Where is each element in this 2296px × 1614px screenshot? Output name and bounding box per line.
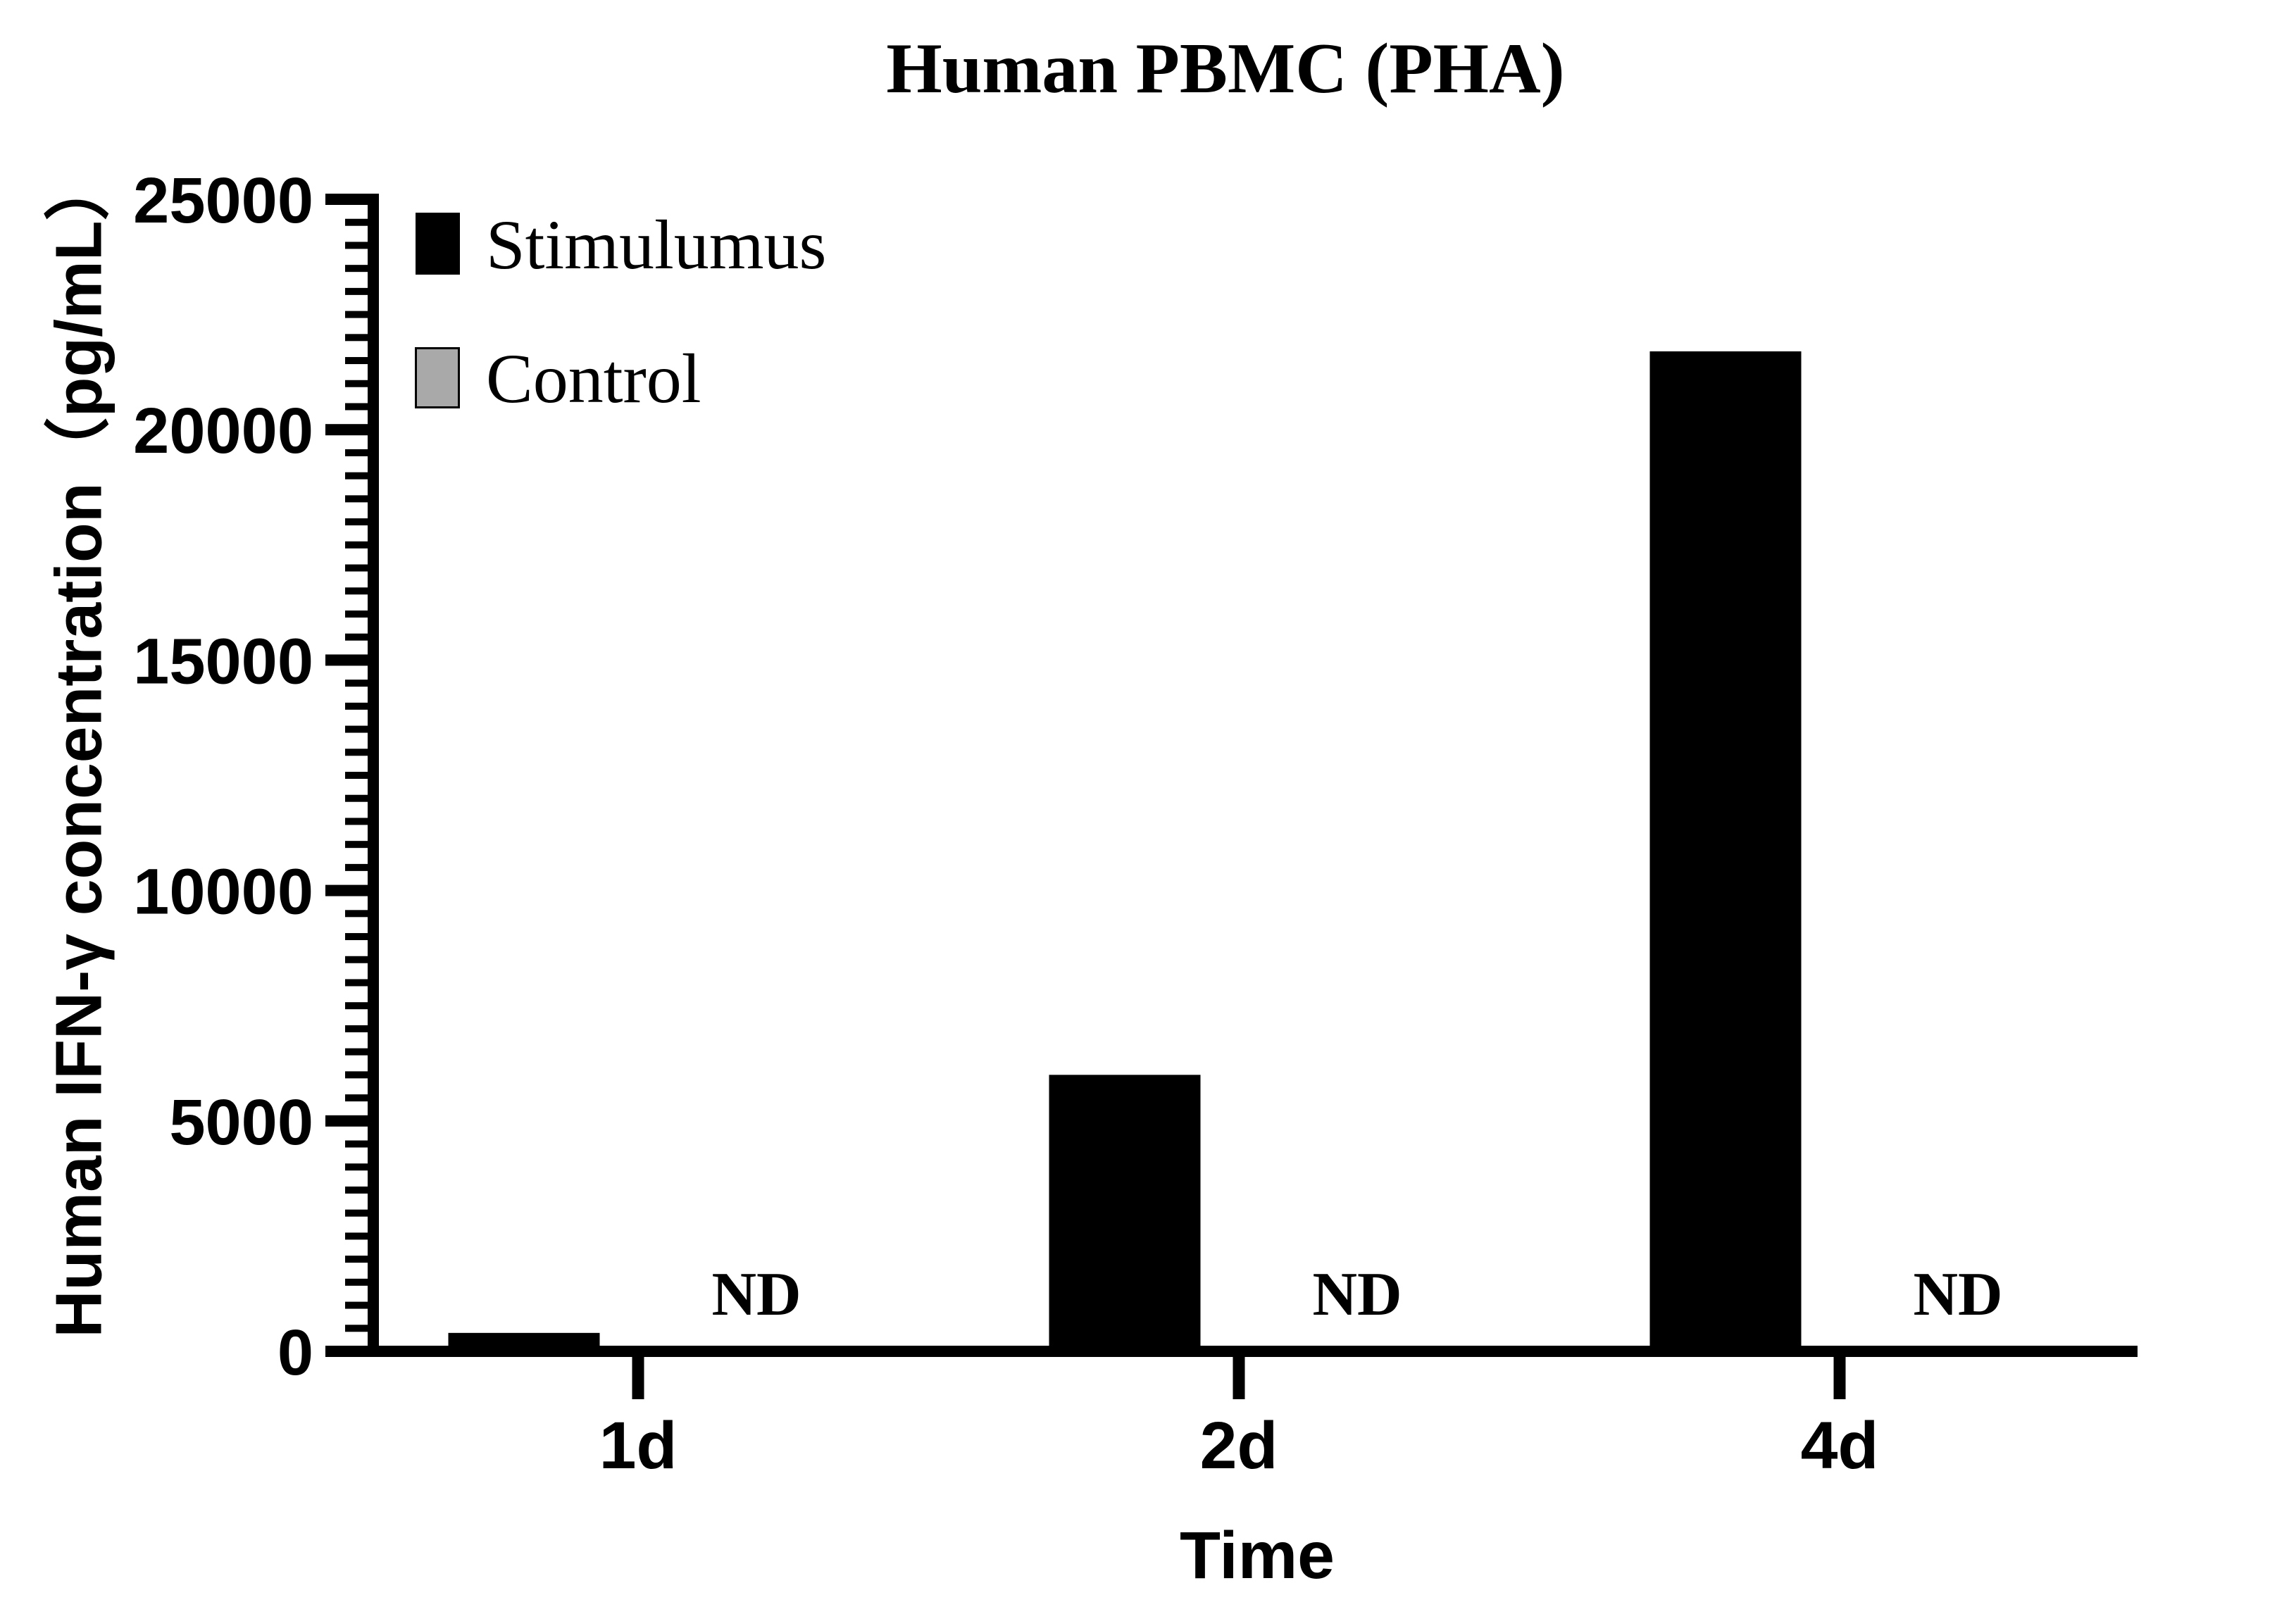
x-tick-label-2d: 2d [1200, 1408, 1278, 1483]
y-minor-tick [345, 495, 368, 503]
x-tick-label-4d: 4d [1801, 1408, 1879, 1483]
y-minor-tick [345, 1232, 368, 1240]
bar-stimulumus-1d [448, 1332, 600, 1351]
y-minor-tick [345, 1301, 368, 1309]
y-minor-tick [345, 1094, 368, 1102]
y-minor-tick [345, 956, 368, 963]
y-minor-tick [345, 841, 368, 849]
legend-label-stimulumus: Stimulumus [486, 206, 827, 284]
y-major-tick [325, 194, 368, 205]
y-major-tick [325, 884, 368, 896]
y-minor-tick [345, 680, 368, 687]
y-minor-tick [345, 1163, 368, 1171]
bar-stimulumus-2d [1049, 1075, 1201, 1351]
y-minor-tick [345, 1186, 368, 1194]
y-major-tick [325, 654, 368, 666]
y-tick-label: 20000 [133, 395, 313, 467]
x-axis-title: Time [1179, 1518, 1335, 1593]
y-tick-label: 10000 [133, 856, 313, 928]
y-major-tick [325, 424, 368, 436]
y-minor-tick [345, 449, 368, 456]
y-minor-tick [345, 979, 368, 987]
y-minor-tick [345, 725, 368, 733]
x-tick-2d [1233, 1356, 1245, 1399]
y-tick-label: 5000 [169, 1087, 313, 1158]
y-tick-label: 15000 [133, 625, 313, 697]
y-minor-tick [345, 357, 368, 365]
x-tick-label-1d: 1d [599, 1408, 678, 1483]
y-minor-tick [345, 380, 368, 387]
y-minor-tick [345, 1025, 368, 1032]
y-major-tick [325, 1115, 368, 1127]
y-minor-tick [345, 472, 368, 480]
y-minor-tick [345, 1002, 368, 1010]
nd-label-1d: ND [711, 1260, 801, 1329]
y-minor-tick [345, 403, 368, 411]
y-minor-tick [345, 863, 368, 871]
x-tick-4d [1833, 1356, 1846, 1399]
y-minor-tick [345, 541, 368, 549]
y-minor-tick [345, 265, 368, 273]
y-minor-tick [345, 311, 368, 318]
y-minor-tick [345, 772, 368, 779]
y-minor-tick [345, 218, 368, 226]
y-minor-tick [345, 564, 368, 572]
y-minor-tick [345, 1209, 368, 1217]
y-minor-tick [345, 334, 368, 342]
y-minor-tick [345, 1278, 368, 1286]
y-minor-tick [345, 610, 368, 618]
y-minor-tick [345, 702, 368, 710]
y-minor-tick [345, 587, 368, 595]
y-minor-tick [345, 749, 368, 756]
nd-label-2d: ND [1312, 1260, 1402, 1329]
chart-title: Human PBMC (PHA) [886, 29, 1565, 108]
legend-swatch-control [415, 347, 460, 408]
y-minor-tick [345, 1256, 368, 1263]
y-minor-tick [345, 287, 368, 295]
y-minor-tick [345, 794, 368, 802]
y-minor-tick [345, 1048, 368, 1056]
nd-label-4d: ND [1913, 1260, 2002, 1329]
y-minor-tick [345, 1140, 368, 1148]
y-minor-tick [345, 1325, 368, 1332]
y-axis-spine [368, 194, 379, 1357]
y-minor-tick [345, 1071, 368, 1079]
y-minor-tick [345, 633, 368, 641]
y-minor-tick [345, 910, 368, 918]
bar-stimulumus-4d [1649, 351, 1802, 1351]
y-minor-tick [345, 518, 368, 526]
y-major-tick [325, 1346, 368, 1357]
y-tick-label: 0 [277, 1317, 313, 1389]
legend-swatch-stimulumus [416, 213, 460, 275]
y-minor-tick [345, 242, 368, 249]
y-tick-label: 25000 [133, 165, 313, 237]
x-tick-1d [632, 1356, 644, 1399]
y-minor-tick [345, 933, 368, 941]
y-minor-tick [345, 818, 368, 825]
legend-label-control: Control [486, 339, 701, 418]
